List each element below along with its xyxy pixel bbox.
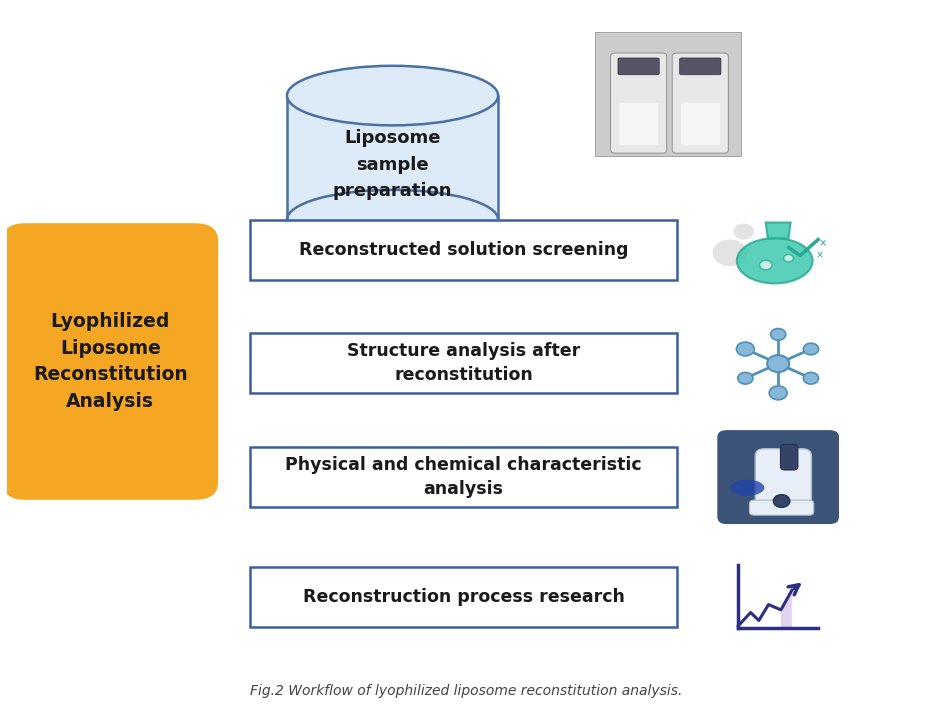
Text: Reconstructed solution screening: Reconstructed solution screening xyxy=(299,241,628,259)
FancyBboxPatch shape xyxy=(749,500,814,515)
Ellipse shape xyxy=(737,238,813,283)
FancyBboxPatch shape xyxy=(780,445,798,470)
FancyBboxPatch shape xyxy=(680,103,720,145)
Circle shape xyxy=(738,372,753,384)
Circle shape xyxy=(769,386,788,400)
Polygon shape xyxy=(781,590,792,628)
Ellipse shape xyxy=(287,66,498,125)
FancyBboxPatch shape xyxy=(251,220,678,280)
FancyBboxPatch shape xyxy=(251,447,678,507)
Ellipse shape xyxy=(287,190,498,249)
Circle shape xyxy=(736,342,754,356)
FancyBboxPatch shape xyxy=(718,430,839,524)
Text: Structure analysis after
reconstitution: Structure analysis after reconstitution xyxy=(347,343,581,384)
FancyBboxPatch shape xyxy=(679,58,721,74)
FancyBboxPatch shape xyxy=(618,58,659,74)
Text: Physical and chemical characteristic
analysis: Physical and chemical characteristic ana… xyxy=(285,456,642,497)
Polygon shape xyxy=(766,223,790,239)
Circle shape xyxy=(771,328,786,341)
Ellipse shape xyxy=(730,480,764,496)
FancyBboxPatch shape xyxy=(595,32,742,156)
FancyBboxPatch shape xyxy=(619,103,658,145)
Circle shape xyxy=(760,260,772,270)
Text: Lyophilized
Liposome
Reconstitution
Analysis: Lyophilized Liposome Reconstitution Anal… xyxy=(33,312,187,411)
FancyBboxPatch shape xyxy=(3,223,218,500)
Circle shape xyxy=(713,239,747,266)
Circle shape xyxy=(733,223,754,239)
Text: Reconstruction process research: Reconstruction process research xyxy=(303,589,624,607)
FancyBboxPatch shape xyxy=(755,449,812,505)
FancyBboxPatch shape xyxy=(610,53,666,153)
Polygon shape xyxy=(287,95,498,220)
Circle shape xyxy=(784,254,793,262)
Circle shape xyxy=(803,372,818,384)
Text: Fig.2 Workflow of lyophilized liposome reconstitution analysis.: Fig.2 Workflow of lyophilized liposome r… xyxy=(250,685,682,698)
Text: Liposome
sample
preparation: Liposome sample preparation xyxy=(333,129,452,200)
FancyBboxPatch shape xyxy=(251,567,678,628)
Circle shape xyxy=(767,355,789,372)
Text: ×: × xyxy=(819,239,827,249)
Circle shape xyxy=(803,343,818,355)
Circle shape xyxy=(774,495,789,508)
Text: ×: × xyxy=(816,250,824,260)
FancyBboxPatch shape xyxy=(251,333,678,393)
FancyBboxPatch shape xyxy=(672,53,729,153)
